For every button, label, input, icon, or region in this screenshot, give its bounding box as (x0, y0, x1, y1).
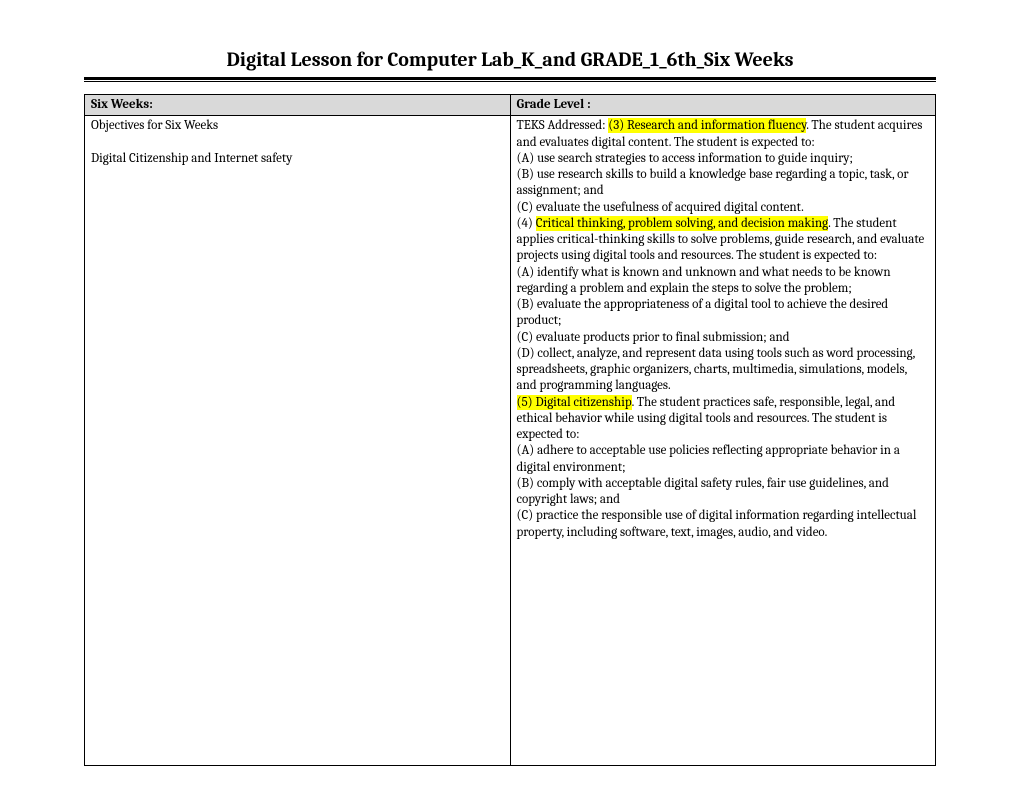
objectives-topic: Digital Citizenship and Internet safety (91, 151, 504, 167)
content-cell-left: Objectives for Six Weeks Digital Citizen… (85, 116, 511, 766)
page-title: Digital Lesson for Computer Lab_K_and GR… (84, 48, 936, 71)
teks-5-highlight: (5) Digital citizenship (517, 395, 632, 410)
teks-4b: (B) evaluate the appropriateness of a di… (517, 297, 930, 330)
header-cell-right: Grade Level : (510, 95, 936, 116)
teks-4-pre: (4) (517, 216, 536, 231)
teks-5b: (B) comply with acceptable digital safet… (517, 476, 930, 509)
teks-4-highlight: Critical thinking, problem solving, and … (536, 216, 828, 231)
teks-4d: (D) collect, analyze, and represent data… (517, 346, 930, 395)
teks-5c: (C) practice the responsible use of digi… (517, 508, 930, 541)
teks-5-line: (5) Digital citizenship. The student pra… (517, 395, 930, 444)
teks-label: TEKS Addressed: (517, 118, 609, 133)
teks-3-highlight: (3) Research and information fluency (608, 118, 806, 133)
lesson-table: Six Weeks: Grade Level : Objectives for … (84, 94, 936, 766)
header-cell-left: Six Weeks: (85, 95, 511, 116)
teks-3a: (A) use search strategies to access info… (517, 151, 930, 167)
teks-4a: (A) identify what is known and unknown a… (517, 265, 930, 298)
spacer (91, 135, 504, 151)
page: Digital Lesson for Computer Lab_K_and GR… (0, 0, 1020, 806)
teks-4c: (C) evaluate products prior to final sub… (517, 330, 930, 346)
table-content-row: Objectives for Six Weeks Digital Citizen… (85, 116, 936, 766)
teks-3b: (B) use research skills to build a knowl… (517, 167, 930, 200)
content-cell-right: TEKS Addressed: (3) Research and informa… (510, 116, 936, 766)
teks-5a: (A) adhere to acceptable use policies re… (517, 443, 930, 476)
title-rule (84, 77, 936, 82)
teks-4-line: (4) Critical thinking, problem solving, … (517, 216, 930, 265)
table-header-row: Six Weeks: Grade Level : (85, 95, 936, 116)
teks-3c: (C) evaluate the usefulness of acquired … (517, 200, 930, 216)
objectives-label: Objectives for Six Weeks (91, 118, 504, 134)
